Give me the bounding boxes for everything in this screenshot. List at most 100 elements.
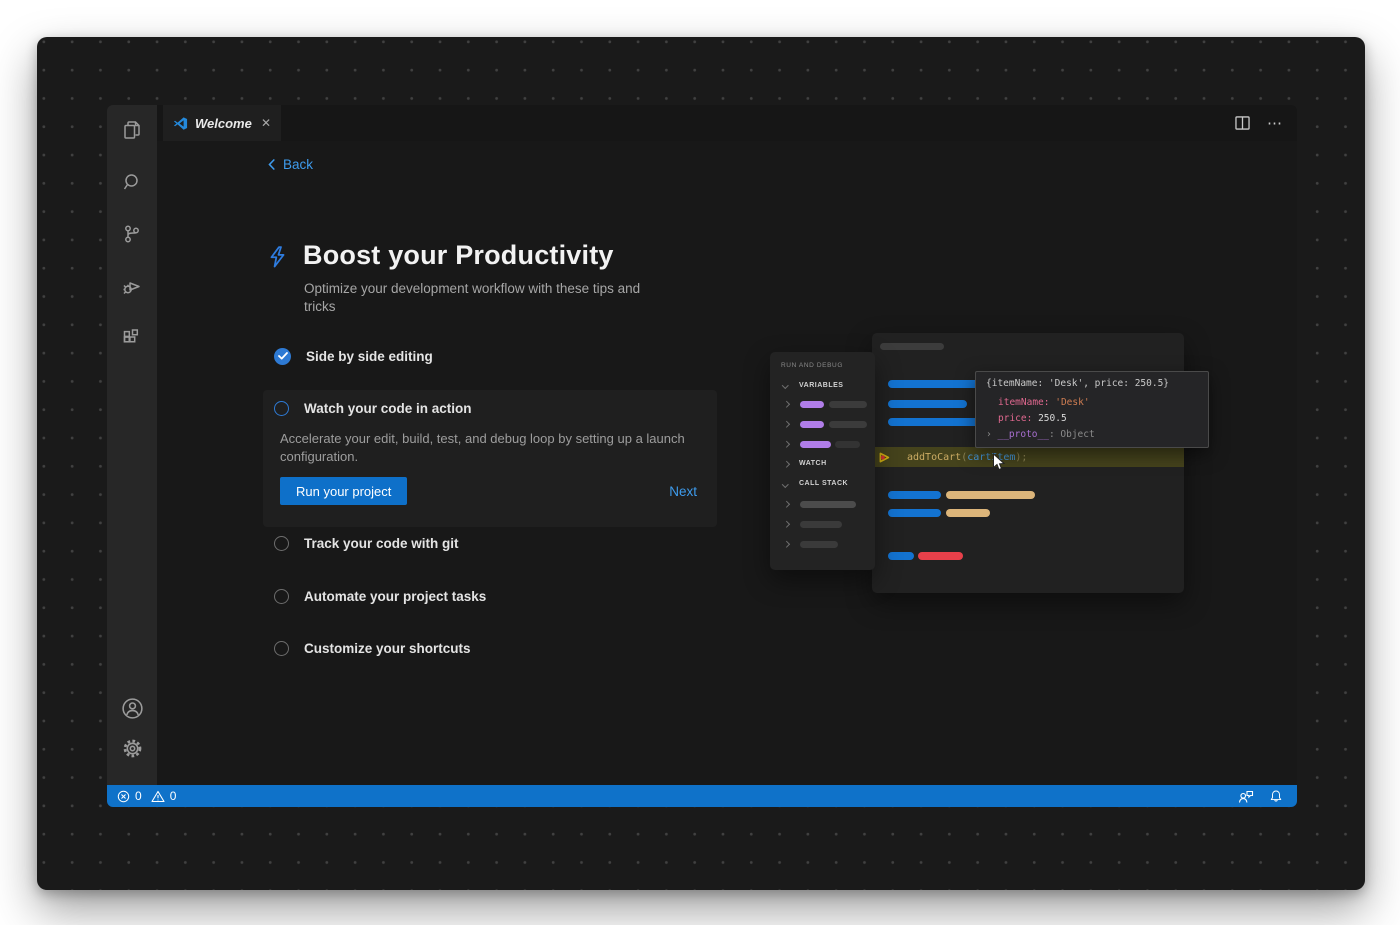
tab-close-icon[interactable]: ✕: [260, 116, 271, 130]
checklist-description: Accelerate your edit, build, test, and d…: [280, 431, 685, 464]
feedback-icon[interactable]: [1238, 789, 1254, 804]
variable-pill: [800, 421, 824, 428]
checklist-item-customize-shortcuts[interactable]: Customize your shortcuts: [274, 638, 471, 658]
code-pill: [918, 552, 963, 560]
mock-tab-pill: [880, 343, 944, 350]
debug-hover-tooltip: {itemName: 'Desk', price: 250.5} itemNam…: [975, 371, 1209, 448]
tooltip-key: itemName:: [998, 397, 1050, 408]
status-bar-right: [1238, 789, 1287, 804]
mouse-cursor-icon: [992, 452, 1007, 477]
code-pill: [946, 509, 990, 517]
error-count: 0: [135, 789, 142, 803]
notifications-bell-icon[interactable]: [1269, 789, 1283, 804]
watch-section-label: WATCH: [799, 460, 827, 467]
variable-pill: [800, 441, 831, 448]
warning-count: 0: [169, 789, 177, 803]
unchecked-circle-icon: [274, 640, 289, 656]
code-pill: [888, 491, 941, 499]
code-pill: [888, 509, 941, 517]
split-editor-icon[interactable]: [1235, 116, 1250, 130]
problems-status[interactable]: 0 0: [117, 789, 176, 803]
status-bar: 0 0: [107, 785, 1297, 807]
tab-welcome[interactable]: Welcome ✕: [163, 105, 281, 141]
checklist-label: Track your code with git: [304, 535, 459, 551]
tooltip-value: 'Desk': [1055, 397, 1090, 408]
chevron-down-icon: [782, 382, 789, 389]
checklist-item-watch-code[interactable]: Watch your code in action: [274, 398, 472, 418]
debug-illustration: addToCart(cartItem); RUN AND DEBUG VARIA…: [770, 333, 1210, 613]
chevron-right-icon: [783, 461, 790, 468]
value-pill: [829, 401, 867, 408]
explorer-icon[interactable]: [119, 117, 145, 143]
chevron-right-icon: ›: [986, 429, 992, 440]
unchecked-circle-blue-icon: [274, 400, 289, 416]
tab-bar: Welcome ✕ ⋯: [157, 105, 1297, 141]
back-label: Back: [283, 157, 314, 172]
chevron-right-icon: [783, 401, 790, 408]
next-link[interactable]: Next: [669, 484, 697, 499]
checklist-label: Automate your project tasks: [304, 588, 487, 604]
code-pill: [946, 491, 1035, 499]
account-icon[interactable]: [119, 695, 145, 721]
code-fn: addToCart: [907, 451, 962, 463]
chevron-right-icon: [783, 521, 790, 528]
chevron-right-icon: [783, 541, 790, 548]
checklist-item-track-git[interactable]: Track your code with git: [274, 533, 459, 553]
search-icon[interactable]: [119, 169, 145, 195]
debug-highlighted-line: addToCart(cartItem);: [872, 447, 1184, 467]
chevron-right-icon: [783, 441, 790, 448]
chevron-down-icon: [782, 481, 789, 488]
code-line: addToCart(cartItem);: [907, 452, 1027, 463]
value-pill: [829, 421, 867, 428]
welcome-page: Back Boost your Productivity Optimize yo…: [157, 141, 1297, 785]
code-pill: [888, 418, 982, 426]
debug-arrow-icon: [879, 452, 890, 462]
value-pill: [835, 441, 860, 448]
stack-frame-pill: [800, 541, 838, 548]
tooltip-row-proto: › __proto__: Object: [986, 429, 1095, 440]
code-pill: [888, 400, 967, 408]
checked-circle-icon: [274, 347, 291, 365]
settings-gear-icon[interactable]: [119, 735, 145, 761]
checklist-item-side-by-side[interactable]: Side by side editing: [274, 346, 433, 366]
code-pill: [888, 552, 914, 560]
tooltip-row-itemname: itemName: 'Desk': [998, 397, 1090, 408]
unchecked-circle-icon: [274, 535, 289, 551]
chevron-right-icon: [783, 421, 790, 428]
run-your-project-button[interactable]: Run your project: [280, 477, 408, 505]
checklist-item-automate-tasks[interactable]: Automate your project tasks: [274, 586, 486, 606]
run-and-debug-title: RUN AND DEBUG: [781, 362, 843, 369]
tooltip-header: {itemName: 'Desk', price: 250.5}: [986, 378, 1170, 389]
editor-actions: ⋯: [1235, 105, 1283, 141]
checklist-label: Side by side editing: [306, 348, 433, 364]
checklist-label: Watch your code in action: [304, 400, 472, 416]
mock-run-debug-sidebar: RUN AND DEBUG VARIABLES WATCH CALL S: [770, 352, 875, 570]
vscode-window: Welcome ✕ ⋯ Back Boost your Productivity…: [107, 105, 1297, 807]
unchecked-circle-icon: [274, 588, 289, 604]
code-pill: [888, 380, 982, 388]
code-close-paren: );: [1015, 451, 1028, 463]
active-checklist-panel: Watch your code in action Accelerate you…: [263, 390, 717, 527]
page-subtitle: Optimize your development workflow with …: [304, 281, 641, 314]
tooltip-value: 250.5: [1038, 413, 1067, 424]
run-debug-icon[interactable]: [119, 273, 145, 299]
tooltip-key: __proto__: [997, 429, 1049, 440]
chevron-left-icon: [268, 159, 275, 170]
code-open-paren: (: [961, 451, 968, 463]
lightning-bolt-icon: [267, 245, 288, 274]
tab-label: Welcome: [195, 115, 252, 131]
more-actions-icon[interactable]: ⋯: [1267, 115, 1283, 132]
checklist-label: Customize your shortcuts: [304, 640, 471, 656]
warning-icon: [151, 790, 165, 802]
code-arg: cartItem: [967, 451, 1016, 463]
chevron-right-icon: [783, 501, 790, 508]
vscode-logo-icon: [173, 116, 188, 130]
back-link[interactable]: Back: [268, 157, 313, 172]
tooltip-row-price: price: 250.5: [998, 413, 1067, 424]
stack-frame-pill: [800, 501, 856, 508]
tooltip-key: price:: [998, 413, 1033, 424]
source-control-icon[interactable]: [119, 221, 145, 247]
stack-frame-pill: [800, 521, 842, 528]
call-stack-section-label: CALL STACK: [799, 480, 849, 487]
extensions-icon[interactable]: [119, 325, 145, 351]
